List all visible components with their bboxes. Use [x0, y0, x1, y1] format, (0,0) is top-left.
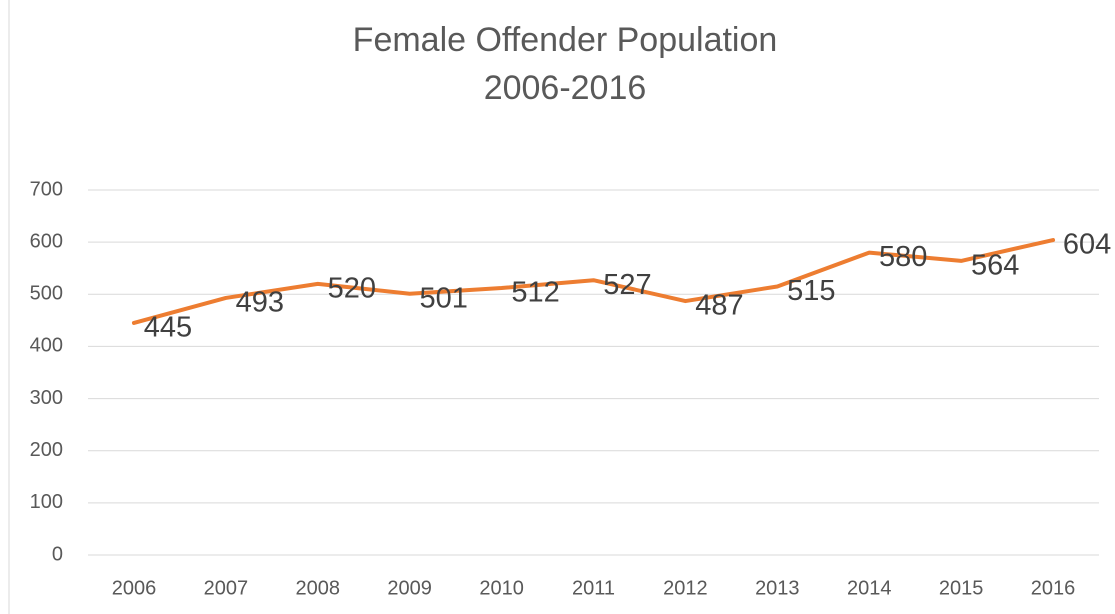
y-tick-label: 400 — [30, 335, 63, 357]
data-label: 493 — [236, 287, 284, 319]
x-tick-label: 2016 — [1031, 577, 1076, 599]
y-tick-label: 600 — [30, 230, 63, 252]
x-tick-label: 2015 — [939, 577, 984, 599]
y-tick-label: 200 — [30, 439, 63, 461]
x-tick-label: 2009 — [387, 577, 432, 599]
data-label: 520 — [328, 273, 376, 305]
x-tick-label: 2008 — [296, 577, 341, 599]
data-label: 527 — [603, 269, 651, 301]
x-tick-label: 2012 — [663, 577, 708, 599]
data-label: 512 — [511, 277, 559, 309]
data-label: 445 — [144, 312, 192, 344]
data-label: 580 — [879, 241, 927, 273]
data-label: 501 — [419, 282, 467, 314]
data-label: 604 — [1063, 229, 1111, 261]
data-label: 487 — [695, 290, 743, 322]
x-tick-label: 2014 — [847, 577, 892, 599]
y-tick-label: 300 — [30, 387, 63, 409]
x-tick-label: 2010 — [479, 577, 524, 599]
x-tick-label: 2013 — [755, 577, 800, 599]
chart-subtitle: 2006-2016 — [484, 69, 647, 107]
chart-title: Female Offender Population — [353, 21, 778, 59]
data-label: 515 — [787, 275, 835, 307]
y-tick-label: 700 — [30, 178, 63, 200]
x-tick-label: 2007 — [204, 577, 249, 599]
x-tick-label: 2006 — [112, 577, 157, 599]
x-tick-label: 2011 — [572, 577, 615, 599]
y-tick-label: 100 — [30, 491, 63, 513]
data-label: 564 — [971, 250, 1019, 282]
line — [131, 238, 1056, 325]
y-tick-label: 0 — [52, 543, 63, 565]
y-tick-label: 500 — [30, 283, 63, 305]
